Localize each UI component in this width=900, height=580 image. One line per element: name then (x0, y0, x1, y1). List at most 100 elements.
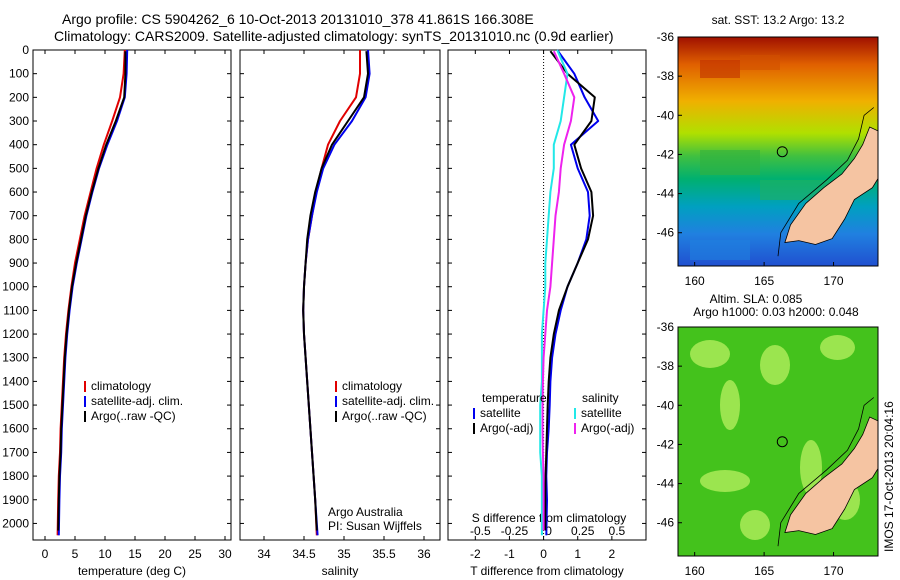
x-tick-label-diff: 1 (574, 547, 581, 561)
s-axis-label: S difference from climatology (472, 511, 627, 525)
map-x-tick-label: 170 (824, 274, 844, 288)
map-y-tick-label: -36 (657, 30, 675, 44)
y-tick-label: 1900 (2, 493, 29, 507)
map-y-tick-label: -44 (657, 187, 675, 201)
x-tick-label-diff: -1 (504, 547, 515, 561)
map-y-tick-label: -38 (657, 359, 675, 373)
x-tick-label-temp: 20 (158, 547, 172, 561)
series-line-argo-raw-qc- (302, 51, 369, 531)
map-x-tick-label: 165 (754, 564, 774, 578)
y-tick-label: 1600 (2, 422, 29, 436)
map-x-tick-label: 160 (685, 274, 705, 288)
y-tick-label: 1400 (2, 374, 29, 388)
x-tick-label-temp: 5 (72, 547, 79, 561)
y-tick-label: 1000 (2, 280, 29, 294)
map-y-tick-label: -42 (657, 437, 675, 451)
map2-title-line1: Altim. SLA: 0.085 (710, 292, 803, 306)
legend-title-salinity: salinity (582, 391, 619, 405)
s-tick-label: 0.5 (609, 524, 626, 538)
argo-position-marker (776, 436, 788, 448)
credit-text: IMOS 17-Oct-2013 20:04:16 (882, 401, 896, 552)
figure-title-line2: Climatology: CARS2009. Satellite-adjuste… (54, 28, 614, 44)
map-y-tick-label: -44 (657, 477, 675, 491)
sla-anomaly (800, 440, 822, 495)
map-frame-sst (677, 36, 879, 267)
x-axis-label-diff: T difference from climatology (470, 564, 624, 578)
sst-patch (760, 180, 830, 200)
x-tick-label-temp: 15 (128, 547, 142, 561)
map-y-tick-label: -46 (657, 226, 675, 240)
sst-patch (700, 60, 740, 78)
series-line-salinity-satellite (539, 49, 569, 536)
x-axis-label-temp: temperature (deg C) (78, 564, 186, 578)
map-x-tick-label: 165 (754, 274, 774, 288)
y-tick-label: 1800 (2, 469, 29, 483)
sla-anomaly (720, 380, 740, 430)
x-tick-label-diff: 0 (540, 547, 547, 561)
map-y-tick-label: -46 (657, 516, 675, 530)
x-tick-label-sal: 35.5 (372, 547, 396, 561)
bathymetry-contour (777, 107, 875, 257)
x-tick-label-sal: 34 (257, 547, 271, 561)
y-tick-label: 100 (9, 67, 29, 81)
map-x-tick-label: 170 (824, 564, 844, 578)
map2-title-line2: Argo h1000: 0.03 h2000: 0.048 (693, 305, 859, 319)
legend-label-temp: satellite-adj. clim. (91, 394, 183, 408)
x-tick-label-sal: 35 (337, 547, 351, 561)
legend-label-temp: Argo(..raw -QC) (91, 409, 176, 423)
y-tick-label: 1700 (2, 445, 29, 459)
y-tick-label: 300 (9, 114, 29, 128)
sla-anomaly (760, 345, 790, 385)
sst-patch (700, 150, 760, 175)
x-tick-label-temp: 10 (98, 547, 112, 561)
sla-anomaly (820, 335, 855, 360)
legend-title-temperature: temperature (482, 391, 547, 405)
series-line-temperature-argo-adj- (544, 50, 596, 531)
x-tick-label-sal: 34.5 (292, 547, 316, 561)
map-frame-sla (677, 326, 879, 557)
legend-label-sal: Argo(..raw -QC) (342, 409, 427, 423)
map-y-tick-label: -42 (657, 147, 675, 161)
x-tick-label-temp: 30 (218, 547, 232, 561)
legend-label-temp: climatology (91, 379, 151, 393)
map-x-tick-label: 160 (685, 564, 705, 578)
panel-frame-sal (239, 49, 441, 541)
map-body-sst (678, 37, 878, 266)
map-y-tick-label: -40 (657, 398, 675, 412)
y-tick-label: 1100 (3, 303, 29, 317)
x-tick-label-sal: 36 (417, 547, 431, 561)
land-new-zealand (784, 126, 878, 245)
legend-label-sal: satellite-adj. clim. (342, 394, 434, 408)
x-tick-label-temp: 25 (188, 547, 202, 561)
legend-label-temperature: satellite (480, 406, 521, 420)
y-tick-label: 400 (9, 138, 29, 152)
legend-label-salinity: satellite (581, 406, 622, 420)
y-tick-label: 900 (9, 256, 29, 270)
map-y-tick-label: -40 (657, 108, 675, 122)
sla-anomaly (740, 510, 770, 540)
bathymetry-contour (777, 397, 875, 547)
sst-patch (690, 240, 750, 260)
legend-label-salinity: Argo(-adj) (581, 421, 634, 435)
legend-label-temperature: Argo(-adj) (480, 421, 533, 435)
x-tick-label-temp: 0 (42, 547, 49, 561)
argo-position-marker (776, 146, 788, 158)
x-axis-label-sal: salinity (322, 564, 359, 578)
legend-label-sal: climatology (342, 379, 402, 393)
y-tick-label: 800 (9, 232, 29, 246)
s-tick-label: 0 (545, 524, 552, 538)
map-body-sla (678, 327, 878, 556)
panel-frame-temp (32, 49, 232, 541)
y-tick-label: 700 (9, 209, 29, 223)
figure-title-line1: Argo profile: CS 5904262_6 10-Oct-2013 2… (62, 11, 534, 27)
x-tick-label-diff: -2 (470, 547, 481, 561)
map-y-tick-label: -36 (657, 320, 675, 334)
annotation-text: PI: Susan Wijffels (328, 519, 422, 533)
y-tick-label: 1200 (2, 327, 29, 341)
land-new-zealand (784, 416, 878, 535)
y-tick-label: 500 (9, 161, 29, 175)
s-tick-label: 0.25 (571, 524, 595, 538)
series-line-argo-raw-qc- (57, 51, 127, 531)
y-tick-label: 1500 (2, 398, 29, 412)
